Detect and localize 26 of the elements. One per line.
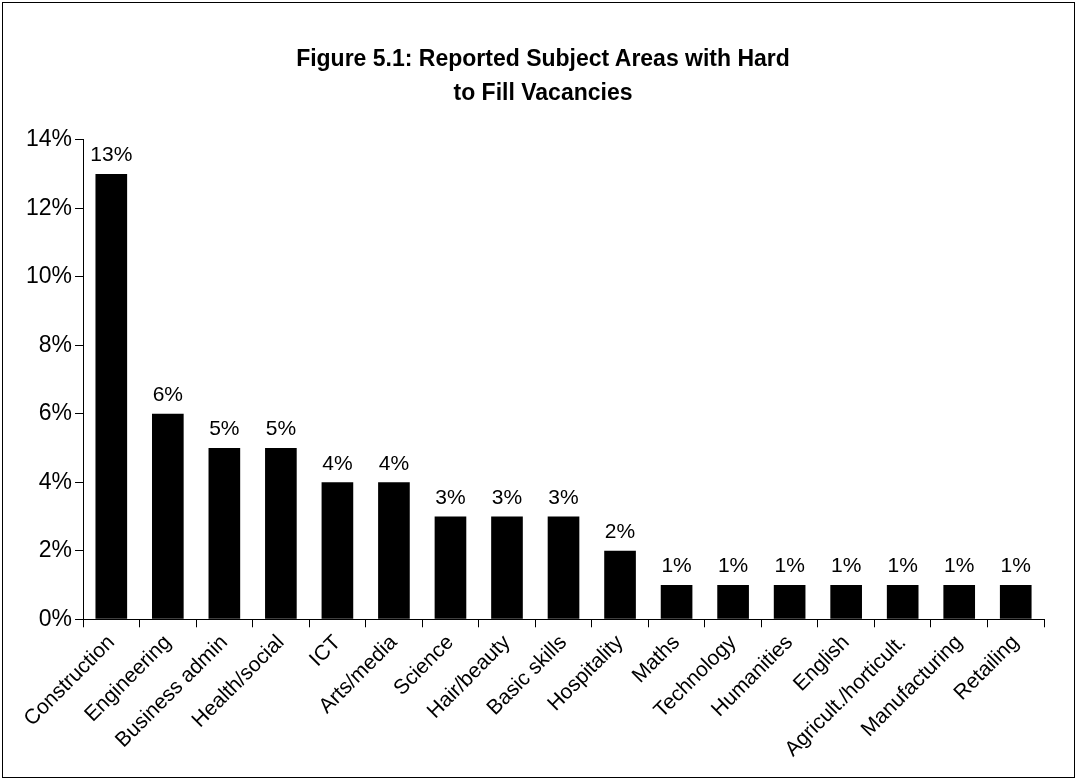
y-tick-label: 6% [38,399,73,426]
data-label: 1% [944,553,975,577]
data-label: 1% [1000,553,1031,577]
data-label: 5% [265,416,297,440]
y-tick-label: 2% [38,536,73,563]
y-tick-label: 12% [25,193,73,220]
data-label: 3% [548,484,579,508]
data-label: 13% [90,142,133,166]
data-label: 1% [774,553,805,577]
data-label: 3% [491,484,523,508]
data-label: 1% [717,553,749,577]
data-label: 4% [378,450,410,474]
y-tick-label: 4% [38,467,73,494]
data-label: 1% [830,553,862,577]
data-label: 6% [152,382,183,406]
data-label: 5% [209,416,240,440]
y-tick-label: 14% [25,125,73,152]
chart-title: Figure 5.1: Reported Subject Areas with Hard to Fill Vacancies [295,44,791,107]
data-label: 4% [322,450,353,474]
data-label: 2% [604,519,636,543]
data-label: 1% [887,553,918,577]
data-label: 1% [661,553,692,577]
y-tick-label: 10% [25,262,73,289]
y-tick-label: 8% [38,330,73,357]
y-tick-label: 0% [38,604,73,631]
data-label: 3% [435,484,466,508]
